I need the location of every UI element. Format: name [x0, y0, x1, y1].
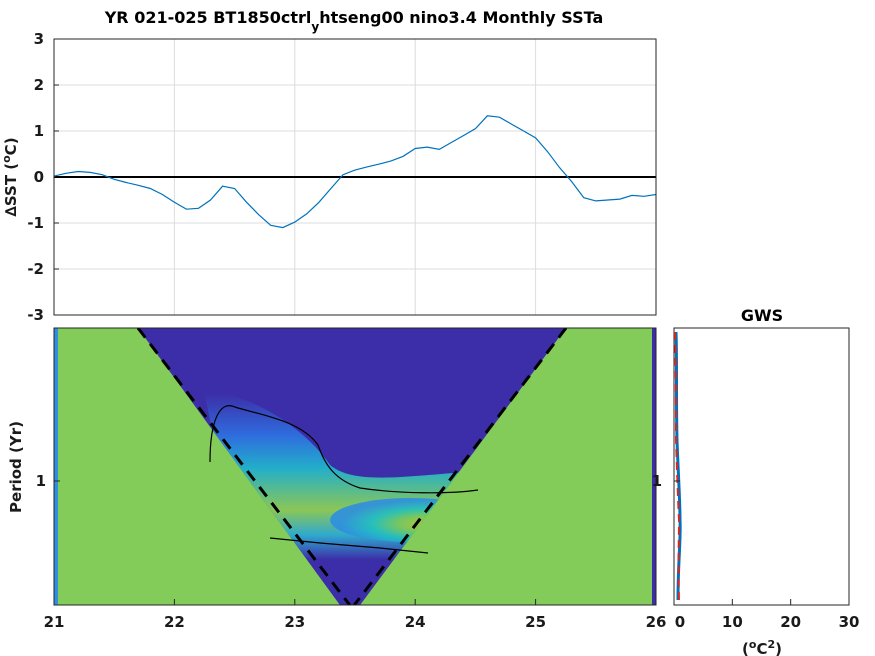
- wavelet-frame: [53, 327, 657, 606]
- gws-xlabel-open: (: [742, 640, 749, 656]
- svg-text:YR 021-025 BT1850ctrlyhtseng00: YR 021-025 BT1850ctrlyhtseng00 nino3.4 M…: [104, 8, 604, 34]
- timeseries-y-tick-label: 3: [34, 30, 44, 48]
- sst-anomaly-line: [54, 115, 656, 229]
- wavelet-x-tick-label: 25: [525, 613, 546, 631]
- chart-title: YR 021-025 BT1850ctrlyhtseng00 nino3.4 M…: [104, 8, 604, 34]
- timeseries-panel: 3 2 1 0 -1 -2 -3 ∆SST (oC): [0, 30, 657, 324]
- wavelet-x-tick-label: 24: [405, 613, 426, 631]
- wavelet-right-edge: [652, 328, 656, 605]
- title-rest: htseng00 nino3.4 Monthly SSTa: [319, 8, 603, 27]
- timeseries-y-tick-label: 0: [34, 168, 44, 186]
- significance-contour-lower: [269, 537, 429, 554]
- timeseries-y-tick-label: 1: [34, 122, 44, 140]
- significance-contour-upper: [209, 405, 479, 494]
- gws-xlabel-close: ): [775, 640, 782, 656]
- gws-y-tick-1: 1: [652, 472, 662, 490]
- timeseries-frame: [53, 38, 657, 316]
- wavelet-left-edge: [54, 328, 58, 605]
- gws-frame: [673, 327, 850, 606]
- ylabel-degree: o: [0, 155, 13, 163]
- timeseries-y-tick-label: 2: [34, 76, 44, 94]
- timeseries-y-label: ∆SST (oC): [0, 137, 20, 216]
- gws-panel: GWS 1 0 10 20 30 (oC2): [652, 306, 860, 656]
- gws-significance-line: [674, 331, 681, 601]
- gws-x-tick-label: 30: [839, 613, 860, 631]
- timeseries-y-tick-label: -1: [27, 214, 44, 232]
- wavelet-x-tick-label: 21: [44, 613, 65, 631]
- gws-x-ticks: 0 10 20 30: [673, 599, 860, 631]
- wavelet-y-tick-1: 1: [36, 472, 46, 490]
- gws-x-tick-label: 0: [675, 613, 685, 631]
- gws-x-tick-label: 20: [780, 613, 801, 631]
- gws-x-tick-label: 10: [722, 613, 743, 631]
- wavelet-panel: 21 22 23 24 25 26 1 Period (Yr): [7, 327, 667, 631]
- ylabel-unit: C): [2, 137, 20, 155]
- wavelet-x-tick-label: 23: [284, 613, 305, 631]
- ylabel-sst: SST (: [2, 163, 20, 206]
- wavelet-x-ticks: 21 22 23 24 25 26: [44, 599, 667, 631]
- gws-xlabel-unit: C: [756, 640, 767, 656]
- title-main: YR 021-025 BT1850ctrl: [104, 8, 312, 27]
- timeseries-y-tick-label: -2: [27, 260, 44, 278]
- wavelet-x-tick-label: 22: [164, 613, 185, 631]
- ylabel-delta: ∆: [2, 206, 20, 217]
- gws-xlabel-degree: o: [749, 638, 757, 651]
- gws-title: GWS: [741, 306, 783, 325]
- timeseries-y-tick-label: -3: [27, 306, 44, 324]
- gws-xlabel-power: 2: [767, 638, 775, 651]
- gws-x-label: (oC2): [742, 638, 782, 656]
- wavelet-x-tick-label: 26: [646, 613, 667, 631]
- wavelet-y-label: Period (Yr): [7, 421, 25, 513]
- title-subscript: y: [311, 20, 319, 34]
